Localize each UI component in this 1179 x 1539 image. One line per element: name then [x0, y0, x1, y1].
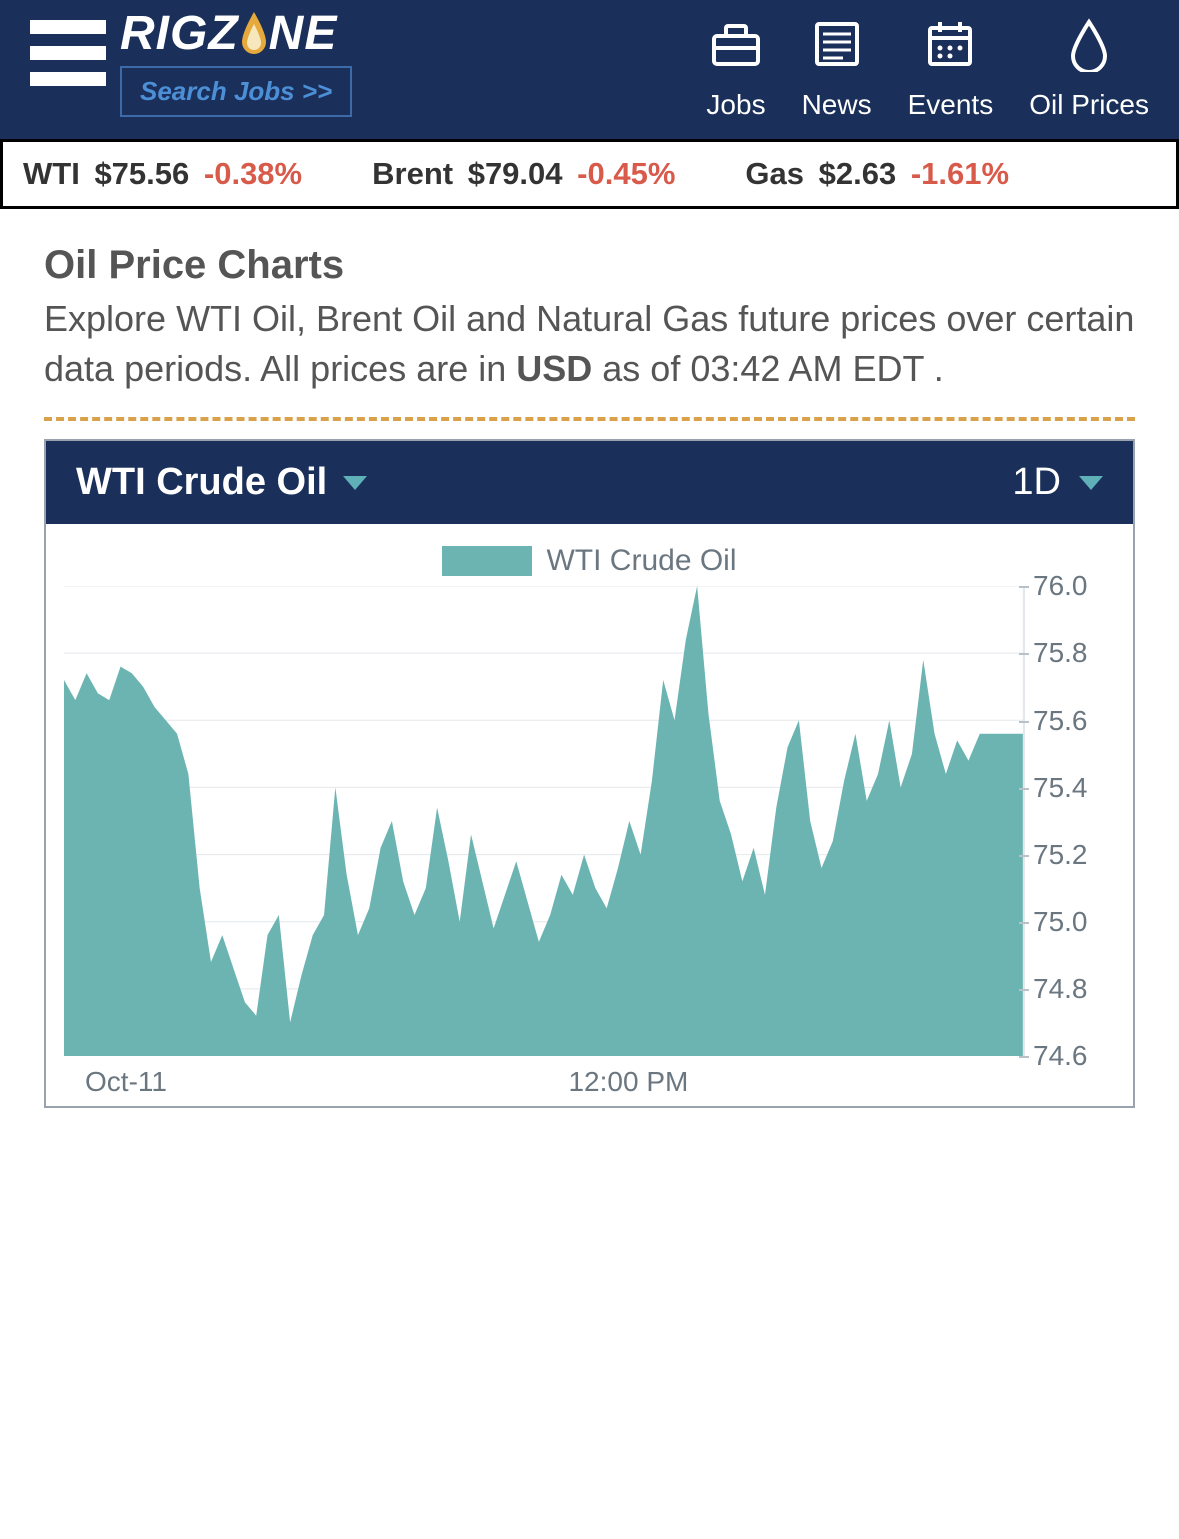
chart-body: WTI Crude Oil 76.0 75.8 75.6 75.4 75.2 75.0 74… [46, 524, 1133, 1106]
brand-column: RIGZ NE Search Jobs >> [120, 10, 352, 117]
ticker-change: -0.38% [204, 156, 302, 191]
chevron-down-icon [343, 476, 367, 490]
logo-text-right: NE [269, 10, 338, 58]
ticker-price: $2.63 [819, 156, 897, 191]
nav-label: Jobs [706, 89, 765, 121]
ticker-symbol: Brent [372, 156, 453, 191]
chart-plot-wrap: 76.075.875.675.475.275.074.874.6 [64, 586, 1115, 1056]
briefcase-icon [708, 16, 764, 79]
search-jobs-button[interactable]: Search Jobs >> [120, 66, 352, 117]
newspaper-icon [809, 16, 865, 79]
site-logo[interactable]: RIGZ NE [120, 10, 352, 58]
chart-range-dropdown[interactable]: 1D [1012, 461, 1103, 504]
ticker-price: $75.56 [94, 156, 189, 191]
ticker-price: $79.04 [468, 156, 563, 191]
chart-y-axis: 76.075.875.675.475.275.074.874.6 [1025, 586, 1115, 1056]
chart-title-text: WTI Crude Oil [76, 461, 327, 504]
ticker-symbol: WTI [23, 156, 80, 191]
x-tick-label: 12:00 PM [568, 1066, 688, 1098]
y-tick-label: 75.6 [1033, 705, 1088, 737]
ticker-item-brent[interactable]: Brent $79.04 -0.45% [372, 156, 675, 192]
y-tick-label: 75.4 [1033, 772, 1088, 804]
x-tick-label: Oct-11 [85, 1066, 167, 1098]
chart-plot[interactable] [64, 586, 1025, 1056]
nav-jobs[interactable]: Jobs [706, 16, 765, 121]
app-header: RIGZ NE Search Jobs >> Jobs News [0, 0, 1179, 139]
logo-text-left: RIGZ [120, 10, 239, 58]
price-chart-card: WTI Crude Oil 1D WTI Crude Oil 76.0 75.8 7… [44, 439, 1135, 1108]
y-tick-label: 75.8 [1033, 637, 1088, 669]
main-content: Oil Price Charts Explore WTI Oil, Brent … [0, 209, 1179, 1130]
desc-bold: USD [516, 348, 592, 389]
page-title: Oil Price Charts [44, 243, 1135, 288]
calendar-icon [922, 16, 978, 79]
ticker-item-gas[interactable]: Gas $2.63 -1.61% [745, 156, 1009, 192]
nav-label: Events [908, 89, 994, 121]
ticker-item-wti[interactable]: WTI $75.56 -0.38% [23, 156, 302, 192]
nav-oil-prices[interactable]: Oil Prices [1029, 16, 1149, 121]
chart-legend: WTI Crude Oil [64, 544, 1115, 578]
ticker-change: -0.45% [577, 156, 675, 191]
chart-range-text: 1D [1012, 461, 1061, 504]
desc-post: as of 03:42 AM EDT . [592, 348, 944, 389]
nav-news[interactable]: News [802, 16, 872, 121]
oil-drop-icon [237, 10, 271, 58]
nav-events[interactable]: Events [908, 16, 994, 121]
top-nav: Jobs News Events Oil Prices [706, 10, 1149, 121]
hamburger-menu-icon[interactable] [30, 10, 106, 86]
chevron-down-icon [1079, 476, 1103, 490]
divider-dashed [44, 417, 1135, 421]
y-tick-label: 74.8 [1033, 973, 1088, 1005]
chart-title-dropdown[interactable]: WTI Crude Oil [76, 461, 367, 504]
y-tick-label: 76.0 [1033, 570, 1088, 602]
price-ticker: WTI $75.56 -0.38% Brent $79.04 -0.45% Ga… [0, 139, 1179, 209]
chart-x-axis: Oct-1112:00 PM [64, 1056, 1115, 1092]
chart-header: WTI Crude Oil 1D [46, 441, 1133, 524]
oil-drop-outline-icon [1061, 16, 1117, 79]
y-tick-label: 75.2 [1033, 839, 1088, 871]
ticker-change: -1.61% [911, 156, 1009, 191]
nav-label: Oil Prices [1029, 89, 1149, 121]
y-tick-label: 75.0 [1033, 906, 1088, 938]
legend-label: WTI Crude Oil [546, 544, 736, 578]
nav-label: News [802, 89, 872, 121]
ticker-symbol: Gas [745, 156, 804, 191]
legend-swatch [442, 546, 532, 576]
page-description: Explore WTI Oil, Brent Oil and Natural G… [44, 294, 1135, 393]
